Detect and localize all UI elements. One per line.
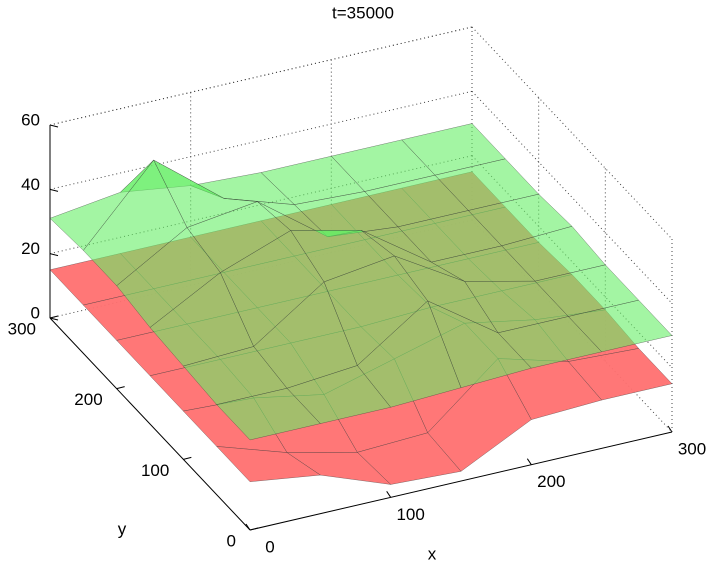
- z-tick-label: 40: [21, 175, 40, 194]
- grid-line: [471, 90, 673, 304]
- tick-mark: [116, 386, 125, 390]
- tick-mark: [49, 253, 59, 257]
- tick-mark: [667, 425, 673, 433]
- x-tick-label: 100: [396, 505, 424, 524]
- y-tick-label: 0: [227, 531, 236, 550]
- tick-mark: [49, 124, 59, 128]
- tick-mark: [49, 188, 59, 192]
- grid-line: [49, 26, 473, 126]
- tick-mark: [183, 456, 192, 460]
- y-tick-label: 100: [141, 461, 169, 480]
- surface-patch: [216, 387, 321, 441]
- tick-mark: [526, 458, 532, 465]
- x-tick-label: 0: [265, 537, 274, 556]
- y-axis-label: y: [118, 519, 127, 538]
- z-tick-label: 60: [21, 110, 40, 129]
- y-tick-label: 300: [8, 319, 36, 338]
- tick-mark: [386, 491, 392, 498]
- tick-mark: [49, 315, 59, 319]
- axis-line: [249, 431, 673, 531]
- x-axis-label: x: [428, 544, 437, 563]
- chart-title: t=35000: [332, 3, 394, 22]
- x-tick-label: 200: [537, 472, 565, 491]
- grid-line: [49, 90, 473, 190]
- tick-mark: [49, 317, 59, 321]
- axis-line: [49, 317, 251, 531]
- z-tick-label: 0: [31, 303, 40, 322]
- grid-line: [471, 26, 673, 240]
- x-tick-label: 300: [678, 439, 706, 458]
- surface-patch: [216, 446, 322, 483]
- y-tick-label: 200: [74, 390, 102, 409]
- z-tick-label: 20: [21, 239, 40, 258]
